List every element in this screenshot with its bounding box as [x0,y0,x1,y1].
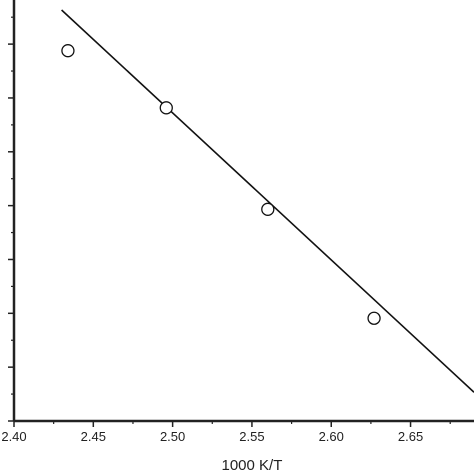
fit-line-group [61,9,474,393]
x-tick-label: 2.45 [81,429,106,444]
data-point [261,202,275,216]
plot-frame [12,0,474,423]
x-tick-label: 2.55 [239,429,264,444]
x-tick-label: 2.50 [160,429,185,444]
x-axis-title: 1000 K/T [221,457,282,474]
data-points [61,44,381,325]
x-tick-label: 2.40 [1,429,26,444]
x-tick-label: 2.60 [319,429,344,444]
x-tick-label: 2.65 [398,429,423,444]
axis-ticks [8,16,451,427]
data-point [61,44,75,58]
data-point [367,311,381,325]
data-point [159,101,173,115]
x-tick-labels: 2.40 2.45 2.50 2.55 2.60 2.65 [1,429,423,444]
fit-line [61,9,474,393]
